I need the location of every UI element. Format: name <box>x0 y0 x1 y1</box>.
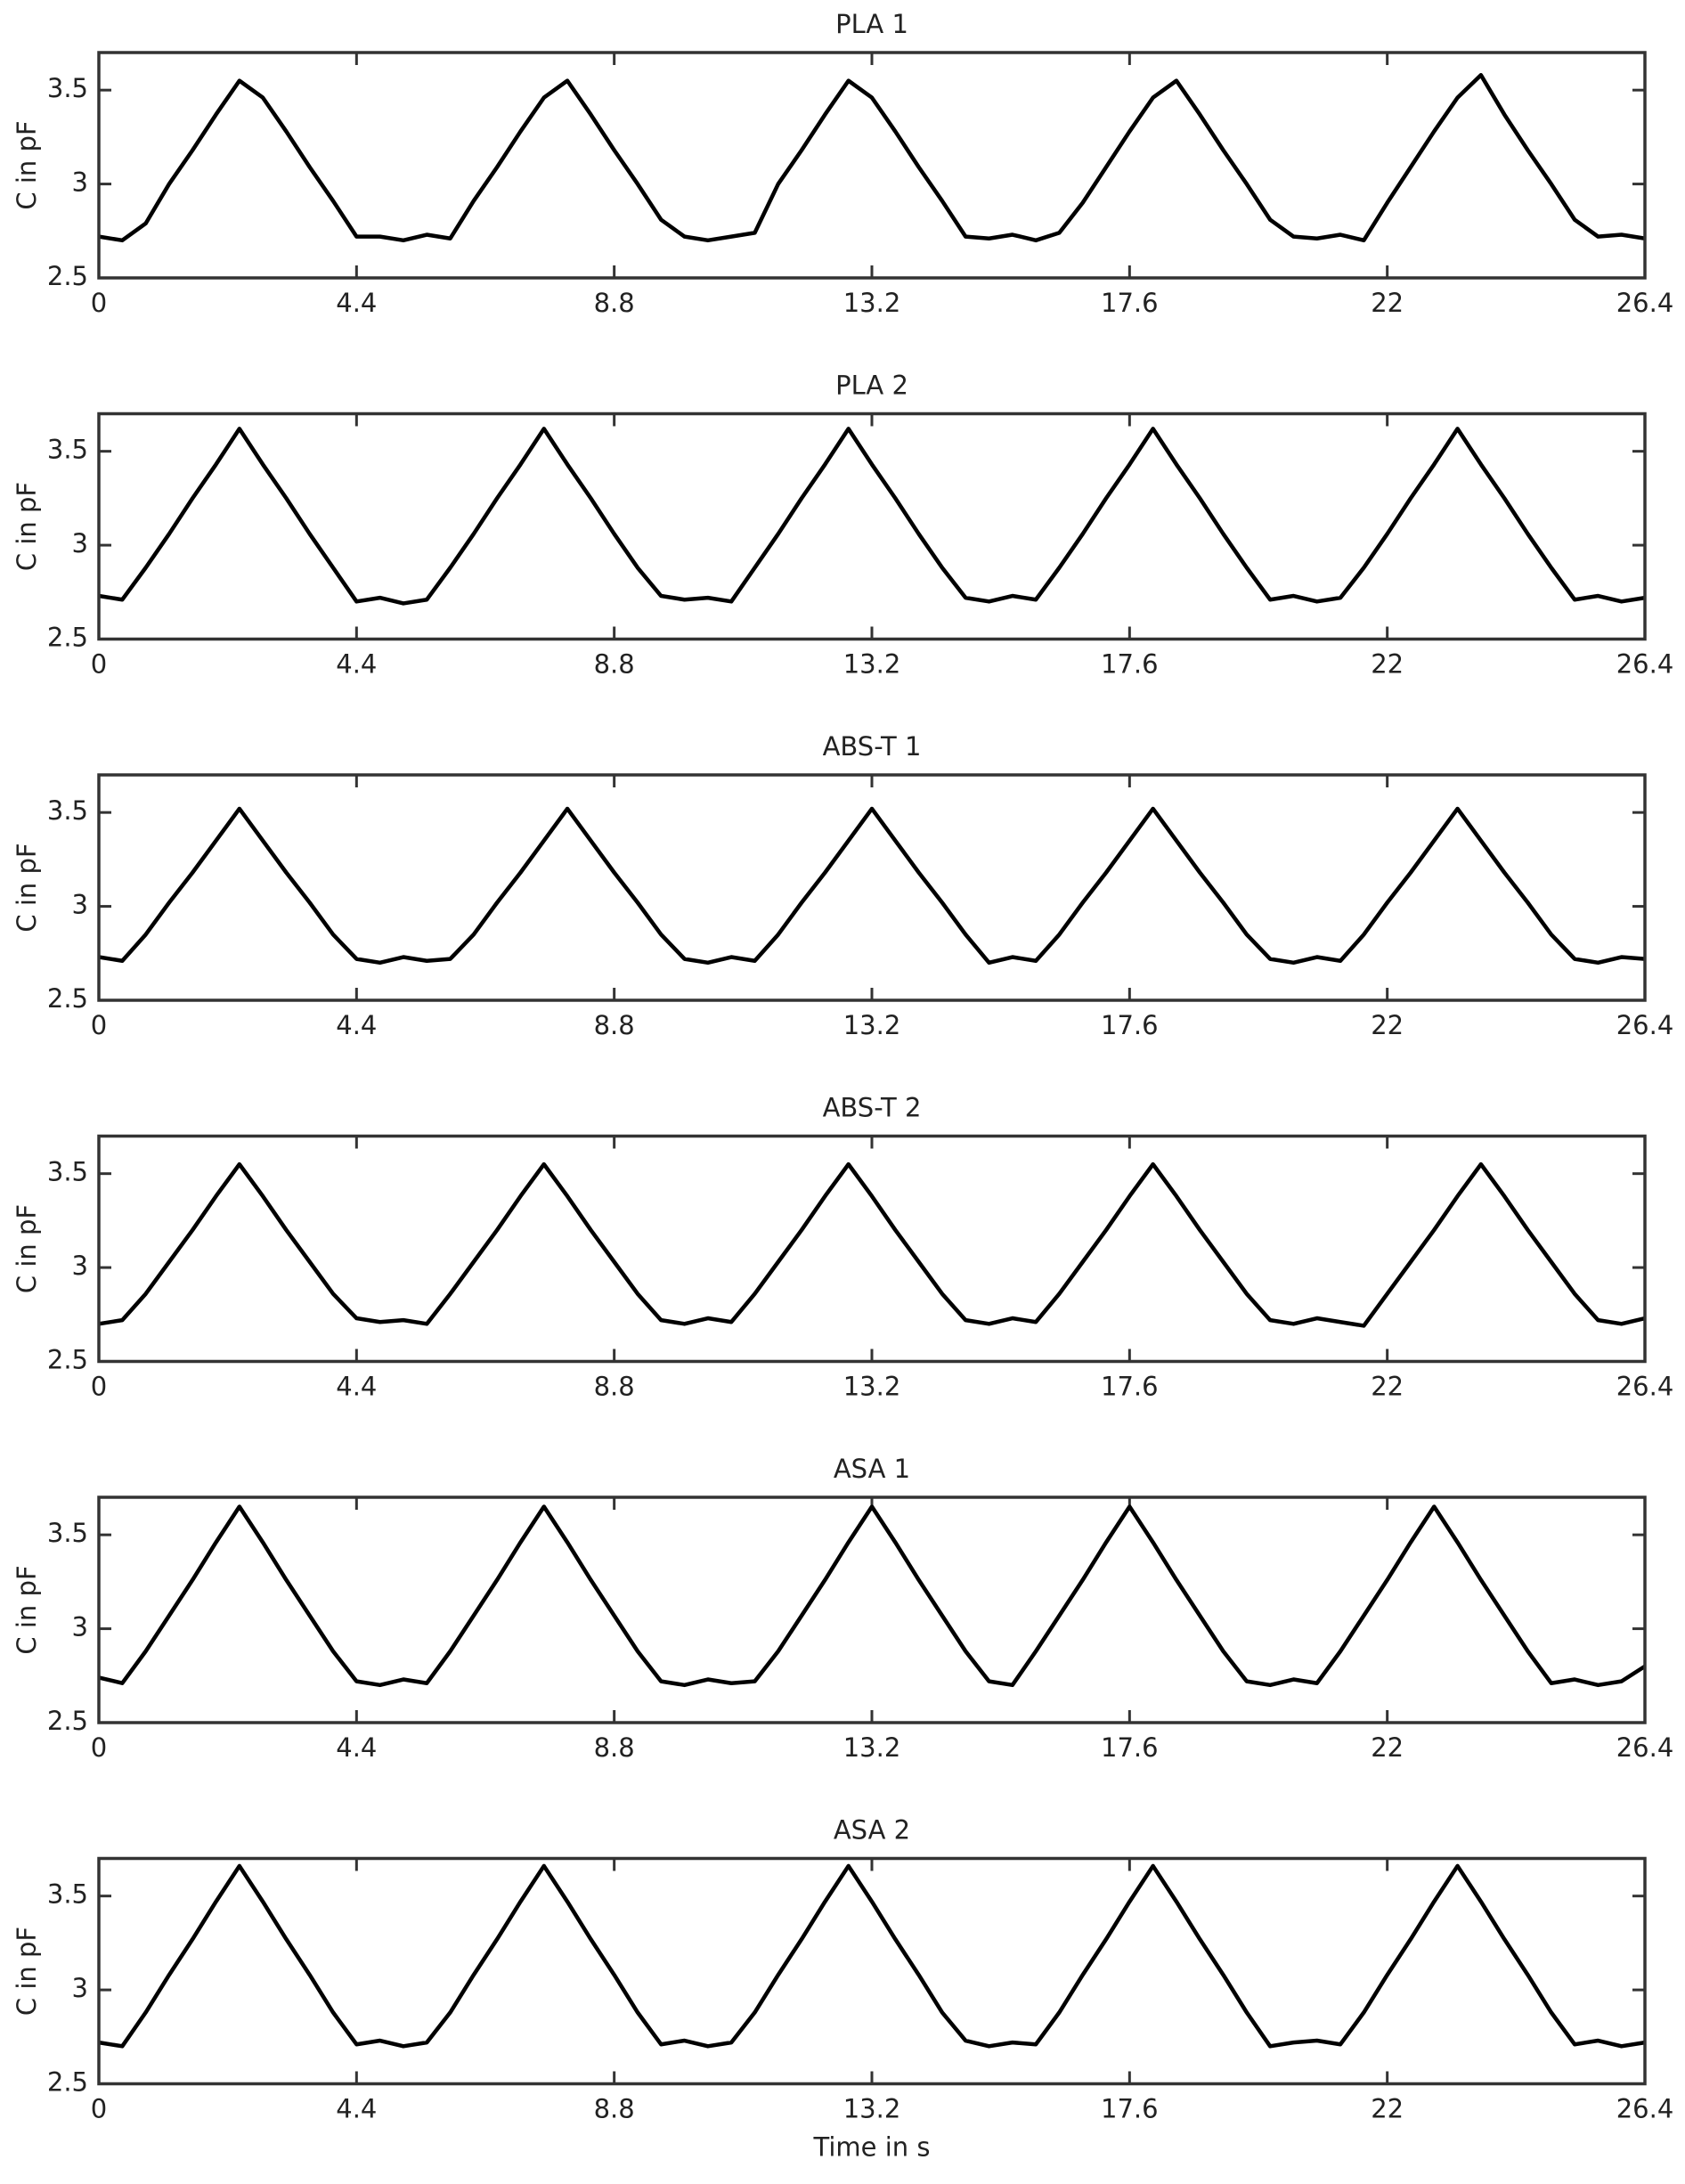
y-tick-label: 3.5 <box>47 435 88 465</box>
x-tick-label: 0 <box>91 2094 107 2124</box>
y-tick-label: 2.5 <box>47 623 88 653</box>
chart-title: ABS-T 1 <box>823 731 922 762</box>
chart-title: ASA 2 <box>834 1815 910 1846</box>
x-tick-label: 0 <box>91 288 107 318</box>
x-tick-label: 22 <box>1371 2094 1404 2124</box>
plot-frame <box>97 412 1647 641</box>
x-tick-label: 26.4 <box>1616 2094 1674 2124</box>
data-line <box>98 1161 1646 1328</box>
data-line <box>98 806 1646 966</box>
x-tick-label: 0 <box>91 649 107 680</box>
y-tick-label: 3 <box>72 890 88 920</box>
plot-frame <box>97 1134 1647 1364</box>
chart-title: PLA 1 <box>835 9 908 39</box>
x-tick-label: 22 <box>1371 288 1404 318</box>
x-tick-label: 8.8 <box>594 2094 635 2124</box>
x-tick-label: 4.4 <box>336 649 377 680</box>
x-tick-label: 26.4 <box>1616 1010 1674 1040</box>
x-tick-label: 0 <box>91 1372 107 1402</box>
data-line <box>98 1863 1646 2049</box>
y-axis-label: C in pF <box>12 482 42 571</box>
x-tick-label: 17.6 <box>1101 288 1159 318</box>
y-axis-label: C in pF <box>12 843 42 932</box>
y-tick-label: 3.5 <box>47 1157 88 1187</box>
y-tick-label: 2.5 <box>47 1345 88 1375</box>
x-tick-label: 8.8 <box>594 1372 635 1402</box>
data-line <box>98 427 1646 606</box>
x-tick-label: 22 <box>1371 649 1404 680</box>
plot-frame <box>97 1495 1647 1724</box>
x-tick-label: 8.8 <box>594 649 635 680</box>
x-tick-label: 0 <box>91 1010 107 1040</box>
x-tick-label: 26.4 <box>1616 1732 1674 1763</box>
data-line <box>98 1504 1647 1688</box>
x-tick-label: 13.2 <box>843 1732 901 1763</box>
y-tick-label: 3 <box>72 528 88 558</box>
chart-title: PLA 2 <box>835 371 908 401</box>
x-tick-label: 22 <box>1371 1732 1404 1763</box>
x-tick-label: 8.8 <box>594 1010 635 1040</box>
y-tick-label: 2.5 <box>47 2067 88 2098</box>
x-tick-label: 22 <box>1371 1010 1404 1040</box>
y-tick-label: 3 <box>72 1251 88 1281</box>
x-tick-label: 4.4 <box>336 288 377 318</box>
y-axis-label: C in pF <box>12 1565 42 1654</box>
y-axis-label: C in pF <box>12 120 42 209</box>
x-tick-label: 17.6 <box>1101 649 1159 680</box>
x-tick-label: 26.4 <box>1616 1372 1674 1402</box>
data-line <box>98 73 1646 243</box>
y-tick-label: 3 <box>72 1973 88 2003</box>
y-axis-label: C in pF <box>12 1204 42 1293</box>
plot-frame <box>97 773 1647 1002</box>
y-tick-label: 3 <box>72 1612 88 1642</box>
plot-frame <box>97 51 1647 280</box>
x-tick-label: 13.2 <box>843 288 901 318</box>
y-axis-label: C in pF <box>12 1927 42 2016</box>
x-tick-label: 17.6 <box>1101 1732 1159 1763</box>
x-tick-label: 17.6 <box>1101 1010 1159 1040</box>
x-tick-label: 8.8 <box>594 288 635 318</box>
x-tick-label: 26.4 <box>1616 288 1674 318</box>
x-tick-label: 4.4 <box>336 1732 377 1763</box>
y-tick-label: 3.5 <box>47 1879 88 1910</box>
x-tick-label: 13.2 <box>843 649 901 680</box>
x-tick-label: 13.2 <box>843 2094 901 2124</box>
y-tick-label: 3 <box>72 167 88 198</box>
x-tick-label: 17.6 <box>1101 2094 1159 2124</box>
x-tick-label: 4.4 <box>336 2094 377 2124</box>
x-tick-label: 13.2 <box>843 1372 901 1402</box>
chart-title: ASA 1 <box>834 1454 910 1484</box>
x-tick-label: 8.8 <box>594 1732 635 1763</box>
x-tick-label: 0 <box>91 1732 107 1763</box>
x-tick-label: 26.4 <box>1616 649 1674 680</box>
y-tick-label: 2.5 <box>47 1706 88 1736</box>
x-tick-label: 4.4 <box>336 1010 377 1040</box>
x-tick-label: 17.6 <box>1101 1372 1159 1402</box>
x-tick-label: 4.4 <box>336 1372 377 1402</box>
x-tick-label: 13.2 <box>843 1010 901 1040</box>
y-tick-label: 2.5 <box>47 983 88 1014</box>
y-tick-label: 3.5 <box>47 1518 88 1548</box>
x-axis-label: Time in s <box>813 2132 931 2163</box>
y-tick-label: 2.5 <box>47 261 88 291</box>
y-tick-label: 3.5 <box>47 795 88 826</box>
plot-frame <box>97 1856 1647 2086</box>
x-tick-label: 22 <box>1371 1372 1404 1402</box>
y-tick-label: 3.5 <box>47 73 88 103</box>
chart-title: ABS-T 2 <box>823 1093 922 1123</box>
